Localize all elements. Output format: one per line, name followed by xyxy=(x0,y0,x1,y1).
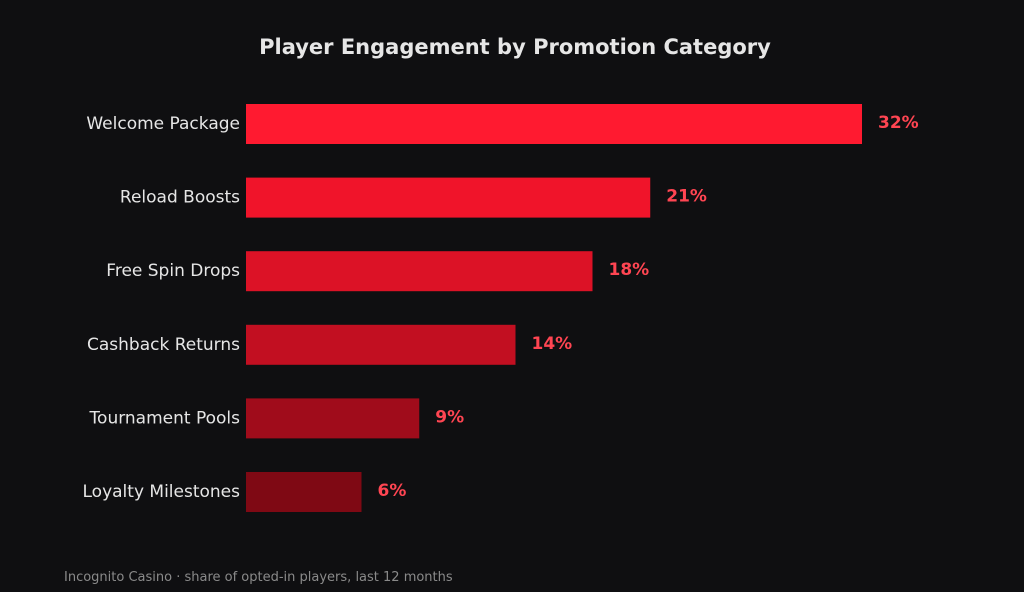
bars-layer: Welcome Package 32% Reload Boosts 21% Free S… xyxy=(83,104,919,512)
bar-welcome-package xyxy=(246,104,862,144)
value-label: 6% xyxy=(378,481,407,501)
category-label: Cashback Returns xyxy=(87,335,240,355)
value-label: 21% xyxy=(666,187,707,207)
category-label: Reload Boosts xyxy=(120,188,240,208)
bar-cashback-returns xyxy=(246,324,516,365)
category-label: Welcome Package xyxy=(86,114,240,134)
value-label: 14% xyxy=(532,334,573,354)
bar-tournament-pools xyxy=(246,398,420,439)
bar-loyalty-milestones xyxy=(246,472,362,512)
value-label: 18% xyxy=(609,260,650,280)
bar-reload-boosts xyxy=(246,177,651,218)
chart-footnote: Incognito Casino · share of opted-in pla… xyxy=(64,570,453,585)
value-label: 32% xyxy=(878,113,919,133)
category-label: Tournament Pools xyxy=(89,408,241,428)
bar-free-spin-drops xyxy=(246,251,593,292)
value-label: 9% xyxy=(435,407,464,427)
category-label: Loyalty Milestones xyxy=(83,482,241,502)
chart-title: Player Engagement by Promotion Category xyxy=(259,35,771,59)
category-label: Free Spin Drops xyxy=(106,261,240,281)
